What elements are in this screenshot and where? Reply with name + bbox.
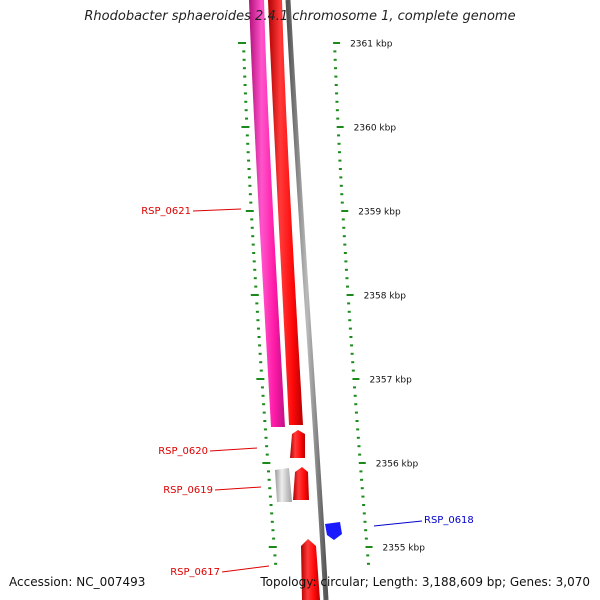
ruler-label: 2355 kbp bbox=[383, 544, 426, 554]
gene-label-rsp-0619[interactable]: RSP_0619 bbox=[163, 485, 213, 496]
ruler-ticks: 2361 kbp 2360 kbp 2359 kbp 2358 kbp 2357 kbp… bbox=[238, 40, 426, 565]
magenta-feature[interactable] bbox=[249, 0, 285, 427]
gene-label-leader bbox=[209, 447, 258, 452]
gene-labels: RSP_0621 RSP_0620 RSP_0619 RSP_0618 RSP_0617 bbox=[141, 206, 474, 578]
accession-text: Accession: NC_007493 bbox=[9, 575, 146, 589]
ruler-label: 2360 kbp bbox=[354, 124, 397, 134]
gene-label-rsp-0621[interactable]: RSP_0621 bbox=[141, 206, 191, 217]
gene-label-rsp-0618[interactable]: RSP_0618 bbox=[424, 515, 474, 526]
map-title: Rhodobacter sphaeroides 2.4.1 chromosome… bbox=[84, 9, 516, 24]
gene-feature-rsp-0621[interactable] bbox=[268, 0, 303, 425]
ruler-label: 2357 kbp bbox=[369, 376, 412, 386]
ruler-label: 2358 kbp bbox=[364, 292, 407, 302]
gene-label-leader bbox=[221, 565, 270, 573]
ruler-label: 2361 kbp bbox=[350, 40, 393, 50]
gray-feature[interactable] bbox=[275, 468, 292, 502]
gene-label-rsp-0620[interactable]: RSP_0620 bbox=[158, 446, 208, 457]
gene-feature-rsp-0617[interactable] bbox=[301, 539, 320, 600]
gene-feature-rsp-0618[interactable] bbox=[325, 522, 342, 540]
gene-feature-rsp-0620[interactable] bbox=[290, 430, 305, 458]
ruler-label: 2356 kbp bbox=[376, 460, 419, 470]
topology-summary: Topology: circular; Length: 3,188,609 bp… bbox=[260, 575, 590, 589]
chromosome-backbone bbox=[285, 0, 329, 600]
gene-feature-rsp-0619[interactable] bbox=[293, 467, 309, 500]
gene-label-rsp-0617[interactable]: RSP_0617 bbox=[170, 567, 220, 578]
gene-label-leader bbox=[373, 520, 423, 527]
ruler-label: 2359 kbp bbox=[358, 208, 401, 218]
gene-label-leader bbox=[214, 486, 262, 491]
gene-label-leader bbox=[192, 208, 242, 212]
